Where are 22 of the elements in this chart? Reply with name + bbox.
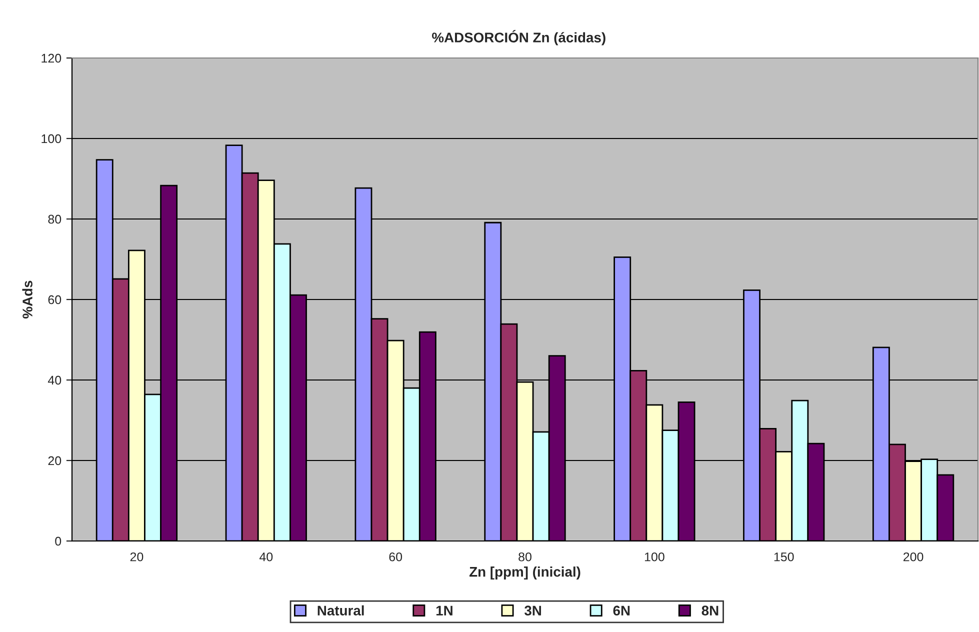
x-tick-label: 60 (389, 552, 402, 562)
legend-label: 6N (613, 606, 630, 616)
y-tick-label: 120 (42, 54, 62, 63)
legend-label: 8N (702, 606, 718, 616)
chart-title: %ADSORCIÓN Zn (ácidas) (432, 30, 606, 46)
y-tick-label: 20 (48, 456, 62, 466)
y-tick-label: 80 (48, 214, 62, 224)
x-tick-label: 80 (518, 552, 532, 562)
legend-label: 1N (436, 606, 452, 616)
x-axis-title: Zn [ppm] (inicial) (469, 566, 580, 580)
x-tick-label: 40 (259, 552, 273, 562)
y-tick-label: 40 (48, 376, 62, 385)
y-axis-title: %Ads (22, 280, 32, 318)
x-tick-label: 100 (644, 552, 664, 562)
y-tick-label: 60 (48, 295, 62, 304)
legend-label: 3N (524, 606, 541, 616)
x-tick-label: 200 (903, 552, 924, 562)
y-tick-label: 0 (55, 536, 62, 546)
legend-label: Natural (318, 605, 364, 616)
x-tick-label: 20 (130, 552, 144, 562)
x-tick-label: 150 (774, 552, 794, 562)
y-tick-label: 100 (42, 134, 62, 144)
